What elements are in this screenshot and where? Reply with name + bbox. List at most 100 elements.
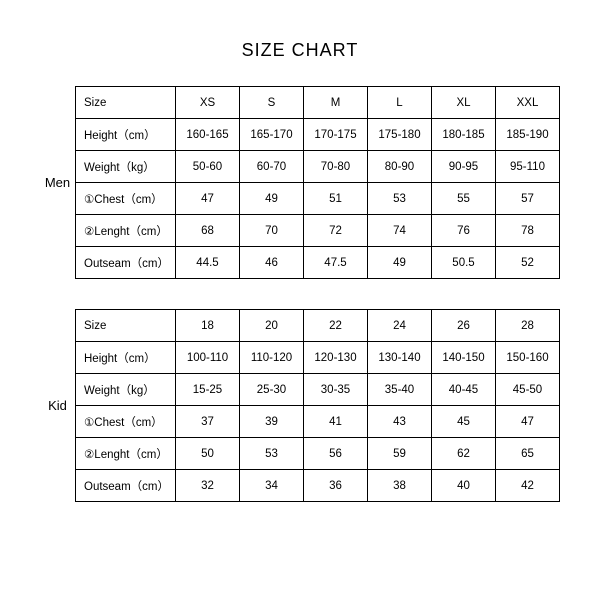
table-cell: 52 — [496, 247, 560, 279]
table-cell: 170-175 — [304, 119, 368, 151]
row-label: Weight（kg） — [76, 151, 176, 183]
row-label: ②Lenght（cm） — [76, 215, 176, 247]
table-cell: 70 — [240, 215, 304, 247]
table-cell: 40-45 — [432, 374, 496, 406]
table-cell: 165-170 — [240, 119, 304, 151]
table-cell: 74 — [368, 215, 432, 247]
table-cell: 70-80 — [304, 151, 368, 183]
table-cell: 45 — [432, 406, 496, 438]
row-label: Height（cm） — [76, 119, 176, 151]
col-header: 26 — [432, 310, 496, 342]
table-cell: 100-110 — [176, 342, 240, 374]
col-header: 24 — [368, 310, 432, 342]
table-cell: 42 — [496, 470, 560, 502]
col-header: S — [240, 87, 304, 119]
page-title: SIZE CHART — [242, 40, 359, 61]
col-header: 20 — [240, 310, 304, 342]
table-cell: 50-60 — [176, 151, 240, 183]
men-table: Size XS S M L XL XXL Height（cm） 160-165 … — [75, 86, 560, 279]
table-cell: 39 — [240, 406, 304, 438]
table-cell: 51 — [304, 183, 368, 215]
table-row: Size XS S M L XL XXL — [76, 87, 560, 119]
table-cell: 150-160 — [496, 342, 560, 374]
table-cell: 95-110 — [496, 151, 560, 183]
table-cell: 180-185 — [432, 119, 496, 151]
table-cell: 40 — [432, 470, 496, 502]
table-cell: 25-30 — [240, 374, 304, 406]
table-cell: 53 — [240, 438, 304, 470]
table-cell: 32 — [176, 470, 240, 502]
table-cell: 30-35 — [304, 374, 368, 406]
row-label: Outseam（cm） — [76, 470, 176, 502]
table-row: ②Lenght（cm） 68 70 72 74 76 78 — [76, 215, 560, 247]
table-cell: 45-50 — [496, 374, 560, 406]
table-cell: 90-95 — [432, 151, 496, 183]
col-header: 22 — [304, 310, 368, 342]
kid-table: Size 18 20 22 24 26 28 Height（cm） 100-11… — [75, 309, 560, 502]
men-label: Men — [40, 175, 75, 190]
table-cell: 41 — [304, 406, 368, 438]
table-cell: 185-190 — [496, 119, 560, 151]
table-cell: 59 — [368, 438, 432, 470]
table-cell: 65 — [496, 438, 560, 470]
table-cell: 110-120 — [240, 342, 304, 374]
table-cell: 160-165 — [176, 119, 240, 151]
table-row: Outseam（cm） 32 34 36 38 40 42 — [76, 470, 560, 502]
table-cell: 50.5 — [432, 247, 496, 279]
row-label: ①Chest（cm） — [76, 183, 176, 215]
table-cell: 46 — [240, 247, 304, 279]
table-cell: 47 — [176, 183, 240, 215]
kid-table-block: Kid Size 18 20 22 24 26 28 Height（cm） 10… — [40, 309, 560, 502]
col-header: M — [304, 87, 368, 119]
table-cell: 62 — [432, 438, 496, 470]
row-label: ②Lenght（cm） — [76, 438, 176, 470]
table-row: Outseam（cm） 44.5 46 47.5 49 50.5 52 — [76, 247, 560, 279]
col-header: 18 — [176, 310, 240, 342]
table-cell: 72 — [304, 215, 368, 247]
table-row: Height（cm） 100-110 110-120 120-130 130-1… — [76, 342, 560, 374]
table-cell: 37 — [176, 406, 240, 438]
col-header: XXL — [496, 87, 560, 119]
table-row: Height（cm） 160-165 165-170 170-175 175-1… — [76, 119, 560, 151]
men-table-block: Men Size XS S M L XL XXL Height（cm） 160-… — [40, 86, 560, 279]
table-cell: 38 — [368, 470, 432, 502]
table-row: Size 18 20 22 24 26 28 — [76, 310, 560, 342]
table-cell: 47.5 — [304, 247, 368, 279]
table-cell: 56 — [304, 438, 368, 470]
col-header: XL — [432, 87, 496, 119]
table-cell: 49 — [240, 183, 304, 215]
col-header: Size — [76, 87, 176, 119]
table-row: ①Chest（cm） 37 39 41 43 45 47 — [76, 406, 560, 438]
table-cell: 175-180 — [368, 119, 432, 151]
col-header: 28 — [496, 310, 560, 342]
table-row: ②Lenght（cm） 50 53 56 59 62 65 — [76, 438, 560, 470]
table-cell: 130-140 — [368, 342, 432, 374]
table-cell: 68 — [176, 215, 240, 247]
table-cell: 55 — [432, 183, 496, 215]
table-cell: 80-90 — [368, 151, 432, 183]
table-cell: 43 — [368, 406, 432, 438]
table-cell: 34 — [240, 470, 304, 502]
row-label: Outseam（cm） — [76, 247, 176, 279]
table-cell: 120-130 — [304, 342, 368, 374]
table-cell: 57 — [496, 183, 560, 215]
table-cell: 36 — [304, 470, 368, 502]
row-label: Weight（kg） — [76, 374, 176, 406]
row-label: Height（cm） — [76, 342, 176, 374]
col-header: XS — [176, 87, 240, 119]
row-label: ①Chest（cm） — [76, 406, 176, 438]
table-cell: 53 — [368, 183, 432, 215]
table-row: Weight（kg） 15-25 25-30 30-35 35-40 40-45… — [76, 374, 560, 406]
table-row: ①Chest（cm） 47 49 51 53 55 57 — [76, 183, 560, 215]
table-cell: 49 — [368, 247, 432, 279]
table-cell: 78 — [496, 215, 560, 247]
table-cell: 60-70 — [240, 151, 304, 183]
table-cell: 50 — [176, 438, 240, 470]
col-header: L — [368, 87, 432, 119]
table-cell: 35-40 — [368, 374, 432, 406]
table-row: Weight（kg） 50-60 60-70 70-80 80-90 90-95… — [76, 151, 560, 183]
table-cell: 47 — [496, 406, 560, 438]
table-cell: 15-25 — [176, 374, 240, 406]
kid-label: Kid — [40, 398, 75, 413]
table-cell: 76 — [432, 215, 496, 247]
